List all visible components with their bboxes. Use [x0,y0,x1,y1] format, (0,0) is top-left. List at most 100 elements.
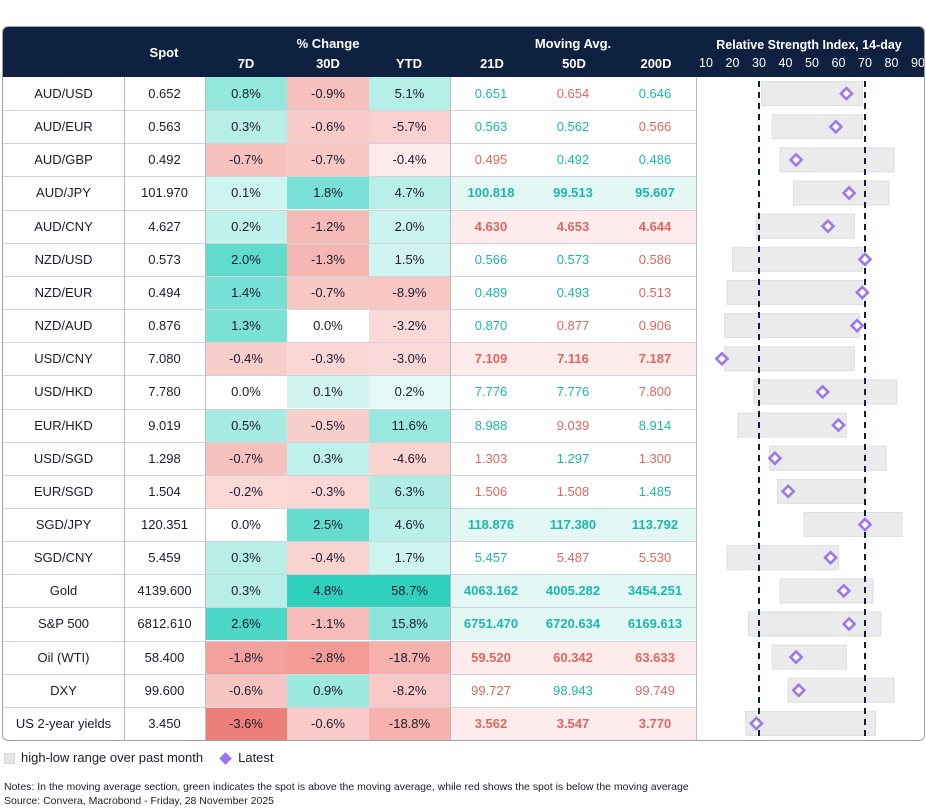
table-row: SGD/CNY 5.459 0.3% -0.4% 1.7% 5.457 5.487 5.530 [3,541,924,575]
cell-ytd: -18.8% [369,706,450,740]
row-divider [3,342,696,344]
cell-ma50: 4.653 [532,209,614,243]
row-divider [3,441,696,443]
rsi-tick-label: 50 [805,56,819,70]
cell-ma21: 6751.470 [450,607,532,641]
cell-ma50: 0.573 [532,242,614,276]
rsi-latest-marker [855,285,870,300]
cell-ma50: 0.562 [532,110,614,144]
row-divider [3,474,696,476]
cell-ma50: 3.547 [532,706,614,740]
row-divider [3,408,696,410]
table-row: AUD/JPY 101.970 0.1% 1.8% 4.7% 100.818 99.513 9… [3,176,924,210]
cell-ma200: 1.300 [614,441,696,475]
row-divider [3,242,696,244]
cell-ytd: 1.7% [369,541,450,575]
rsi-range-bar [724,313,861,339]
cell-d7: -1.8% [205,640,287,674]
cell-ma200: 0.906 [614,309,696,343]
source-text: Source: Convera, Macrobond - Friday, 28 … [4,795,275,807]
rsi-latest-marker [815,384,830,400]
cell-pair: DXY [50,682,77,698]
cell-pair: AUD/USD [34,86,93,101]
rsi-range-bar [769,445,887,471]
cell-d30: -2.8% [287,640,369,674]
cell-d7: 0.3% [205,110,287,144]
row-divider [3,375,696,377]
cell-ma21: 0.563 [450,110,532,144]
cell-ma50: 98.943 [532,673,614,707]
cell-ma21: 0.870 [450,309,532,343]
header-rsi-title: Relative Strength Index, 14-day [716,38,902,52]
cell-ytd: -18.7% [369,640,450,674]
rsi-latest-marker [749,716,764,731]
header-21d: 21D [480,56,504,71]
rsi-latest-marker [820,218,836,234]
table-row: NZD/EUR 0.494 1.4% -0.7% -8.9% 0.489 0.493 0.51… [3,275,924,309]
cell-d30: -0.6% [287,706,369,740]
row-divider [3,309,696,311]
cell-pair: NZD/AUD [34,318,93,334]
cell-ytd: -5.7% [369,110,450,144]
row-divider [3,673,696,675]
rsi-latest-marker [788,152,804,168]
cell-ytd: 1.5% [369,242,450,276]
rsi-latest-marker [791,682,807,698]
cell-pair: AUD/JPY [36,185,91,201]
cell-pair: NZD/USD [34,251,93,267]
table-row: EUR/HKD 9.019 0.5% -0.5% 11.6% 8.988 9.039 8.91… [3,408,924,442]
cell-pair: SGD/JPY [35,516,92,532]
cell-d7: 1.4% [205,275,287,309]
rsi-latest-marker [857,251,873,267]
cell-d30: -0.7% [287,143,369,177]
cell-d30: -1.1% [287,607,369,641]
cell-d7: -0.4% [205,342,287,376]
table-row: US 2-year yields 3.450 -3.6% -0.6% -18.8% 3.5… [3,706,924,740]
cell-d7: 0.5% [205,408,287,442]
cell-spot: 9.019 [148,417,181,433]
cell-d7: 0.0% [205,375,287,409]
table-row: USD/SGD 1.298 -0.7% 0.3% -4.6% 1.303 1.297 1.30… [3,441,924,475]
rsi-range-bar [726,279,863,305]
cell-ma21: 0.566 [450,242,532,276]
table-row: AUD/CNY 4.627 0.2% -1.2% 2.0% 4.630 4.653 4.644 [3,209,924,243]
cell-ma200: 95.607 [614,176,696,210]
table-row: AUD/USD 0.652 0.8% -0.9% 5.1% 0.651 0.654 0.646 [3,77,924,110]
cell-ma200: 99.749 [614,673,696,707]
rsi-latest-marker [836,583,852,599]
cell-d30: -0.4% [287,541,369,575]
cell-ma21: 100.818 [450,176,532,210]
cell-ma50: 0.877 [532,309,614,343]
cell-ma21: 7.109 [450,342,532,376]
legend-latest-diamond-icon [219,752,232,765]
cell-ma50: 0.654 [532,77,614,110]
cell-pair: AUD/EUR [34,119,93,135]
cell-d7: 0.0% [205,507,287,541]
rsi-latest-marker [857,517,873,532]
row-divider [3,507,696,509]
rsi-latest-marker [767,450,783,466]
rsi-latest-marker [780,484,796,499]
market-table: Spot % Change 7D 30D YTD Moving Avg. 21D… [2,26,925,741]
cell-ma50: 7.776 [532,375,614,409]
cell-d7: 2.0% [205,242,287,276]
legend: high-low range over past month Latest [4,748,274,768]
cell-ma200: 6169.613 [614,607,696,641]
cell-pair: AUD/CNY [34,218,93,234]
cell-spot: 0.563 [148,119,181,135]
cell-ma200: 7.187 [614,342,696,376]
row-divider [3,275,696,277]
rsi-latest-marker [849,318,865,333]
rsi-range-bar [792,180,890,206]
table-row: DXY 99.600 -0.6% 0.9% -8.2% 99.727 98.943 99.74… [3,673,924,707]
rsi-tick-label: 70 [858,56,872,70]
cell-ytd: 0.2% [369,375,450,409]
rsi-latest-marker [841,185,857,201]
divider-pair [124,77,125,740]
cell-d30: -1.3% [287,242,369,276]
rsi-tick-label: 30 [752,56,766,70]
cell-ma50: 5.487 [532,541,614,575]
cell-d30: -0.3% [287,474,369,508]
table-row: NZD/AUD 0.876 1.3% 0.0% -3.2% 0.870 0.877 0.906 [3,309,924,343]
cell-ma200: 0.586 [614,242,696,276]
